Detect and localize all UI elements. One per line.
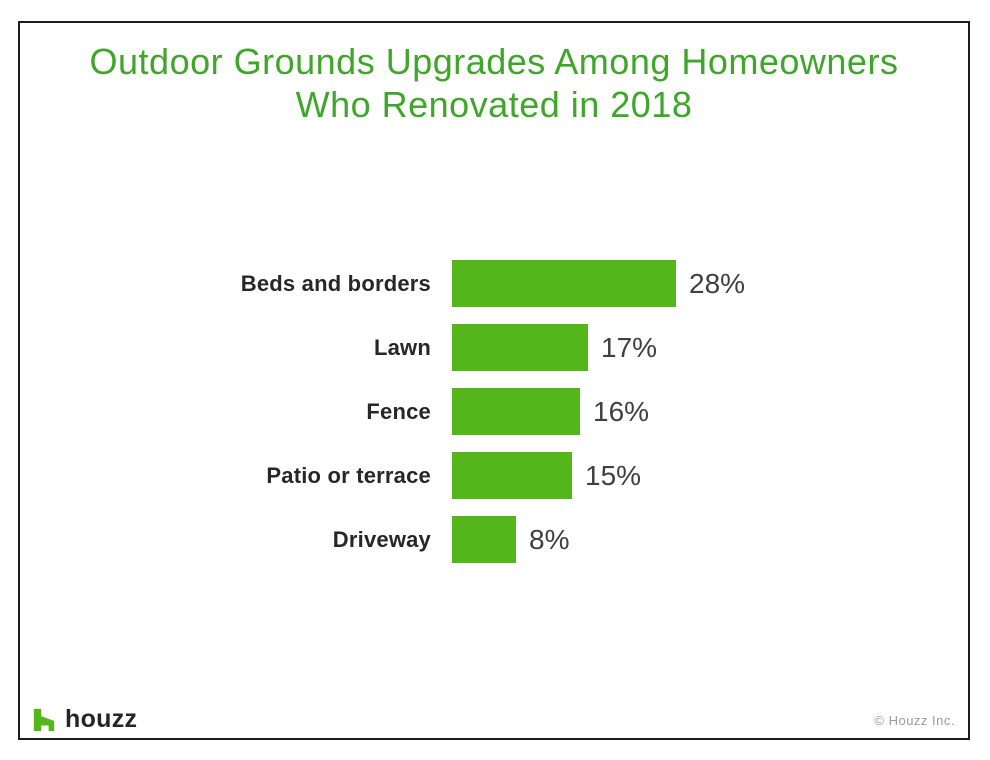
chart-row: Beds and borders 28% <box>20 260 968 307</box>
bar <box>452 516 516 563</box>
bar <box>452 260 676 307</box>
bar <box>452 324 588 371</box>
houzz-logo: houzz <box>32 705 137 734</box>
value-label: 15% <box>585 459 642 491</box>
houzz-house-icon <box>33 708 55 731</box>
category-label: Fence <box>366 398 431 424</box>
chart-title: Outdoor Grounds Upgrades Among Homeowner… <box>20 40 968 126</box>
category-label: Lawn <box>373 334 431 360</box>
chart-title-line2: Who Renovated in 2018 <box>295 84 693 125</box>
houzz-wordmark: houzz <box>65 705 138 733</box>
category-label: Patio or terrace <box>266 462 431 488</box>
bar <box>452 452 572 499</box>
chart-card: Outdoor Grounds Upgrades Among Homeowner… <box>18 21 970 740</box>
bar-chart: Beds and borders 28% Lawn 17% Fence 16% Patio … <box>20 260 968 580</box>
chart-row: Fence 16% <box>20 388 968 435</box>
chart-title-line1: Outdoor Grounds Upgrades Among Homeowner… <box>89 41 899 82</box>
bar <box>452 388 580 435</box>
chart-row: Lawn 17% <box>20 324 968 371</box>
chart-row: Driveway 8% <box>20 516 968 563</box>
value-label: 28% <box>689 267 746 299</box>
value-label: 8% <box>529 523 570 555</box>
value-label: 16% <box>593 395 650 427</box>
copyright-text: © Houzz Inc. <box>874 713 955 728</box>
value-label: 17% <box>601 331 658 363</box>
category-label: Beds and borders <box>240 270 431 296</box>
category-label: Driveway <box>332 526 431 552</box>
chart-row: Patio or terrace 15% <box>20 452 968 499</box>
